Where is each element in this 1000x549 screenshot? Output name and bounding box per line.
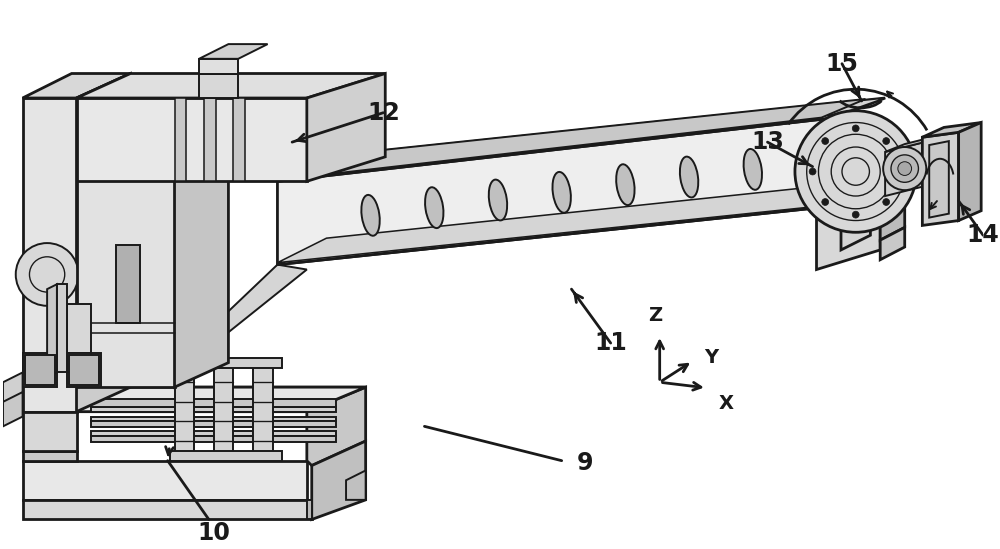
Circle shape [795,111,916,232]
Ellipse shape [361,195,380,236]
Circle shape [822,138,829,144]
Polygon shape [841,145,870,250]
Text: 12: 12 [367,100,400,125]
Polygon shape [77,74,130,412]
Circle shape [883,147,926,190]
Text: 14: 14 [967,223,1000,247]
Text: Y: Y [704,348,719,367]
Polygon shape [277,98,885,181]
Text: 15: 15 [826,52,858,76]
Polygon shape [25,355,55,385]
Polygon shape [77,74,385,98]
Polygon shape [204,98,216,181]
Polygon shape [175,265,307,367]
Polygon shape [23,387,366,412]
Text: Z: Z [648,306,662,326]
Polygon shape [277,98,885,181]
Circle shape [852,211,859,218]
Circle shape [883,138,890,144]
Polygon shape [91,417,336,422]
Text: 11: 11 [594,331,627,355]
Polygon shape [3,392,23,427]
Polygon shape [253,363,273,461]
Polygon shape [67,304,91,353]
Circle shape [16,243,78,306]
Polygon shape [233,98,245,181]
Polygon shape [885,142,924,196]
Polygon shape [307,74,385,181]
Polygon shape [277,180,885,262]
Polygon shape [312,441,366,519]
Polygon shape [77,98,307,181]
Polygon shape [77,137,228,162]
Polygon shape [67,353,91,372]
Polygon shape [841,135,895,162]
Polygon shape [880,149,905,240]
Polygon shape [23,451,77,461]
Polygon shape [23,98,77,412]
Polygon shape [277,181,885,265]
Polygon shape [47,284,57,377]
Polygon shape [91,422,336,427]
Polygon shape [199,59,238,74]
Circle shape [883,199,890,205]
Circle shape [852,125,859,132]
Polygon shape [67,353,101,387]
Polygon shape [170,451,282,461]
Text: 10: 10 [197,522,230,545]
Polygon shape [23,353,57,387]
Polygon shape [959,122,981,221]
Circle shape [898,162,912,176]
Polygon shape [817,162,880,270]
Polygon shape [214,363,233,461]
Polygon shape [77,162,175,387]
Ellipse shape [552,172,571,213]
Polygon shape [23,500,312,519]
Polygon shape [885,135,944,152]
Circle shape [895,168,902,175]
Polygon shape [199,44,268,59]
Circle shape [891,155,918,182]
Ellipse shape [744,149,762,190]
Polygon shape [922,132,959,226]
Polygon shape [175,137,228,387]
Polygon shape [292,99,866,178]
Text: 13: 13 [751,130,784,154]
Polygon shape [170,358,282,367]
Polygon shape [307,387,366,466]
Polygon shape [175,98,186,181]
Ellipse shape [680,156,698,198]
Circle shape [822,199,829,205]
Polygon shape [929,141,949,217]
Polygon shape [880,227,905,260]
Circle shape [809,168,816,175]
Polygon shape [175,363,194,461]
Polygon shape [346,470,366,500]
Polygon shape [3,372,23,422]
Polygon shape [91,399,336,407]
Ellipse shape [616,164,635,205]
Polygon shape [23,74,130,98]
Polygon shape [277,117,836,265]
Polygon shape [91,407,336,412]
Polygon shape [23,387,366,412]
Polygon shape [91,436,336,442]
Polygon shape [57,284,67,372]
Ellipse shape [489,180,507,221]
Polygon shape [69,355,99,385]
Polygon shape [91,432,336,436]
Polygon shape [199,74,238,98]
Polygon shape [23,461,307,500]
Text: X: X [718,394,733,413]
Polygon shape [307,500,312,519]
Polygon shape [817,149,905,181]
Polygon shape [922,122,981,137]
Ellipse shape [425,187,443,228]
Polygon shape [23,412,77,451]
Polygon shape [116,245,140,323]
Text: 9: 9 [576,451,593,475]
